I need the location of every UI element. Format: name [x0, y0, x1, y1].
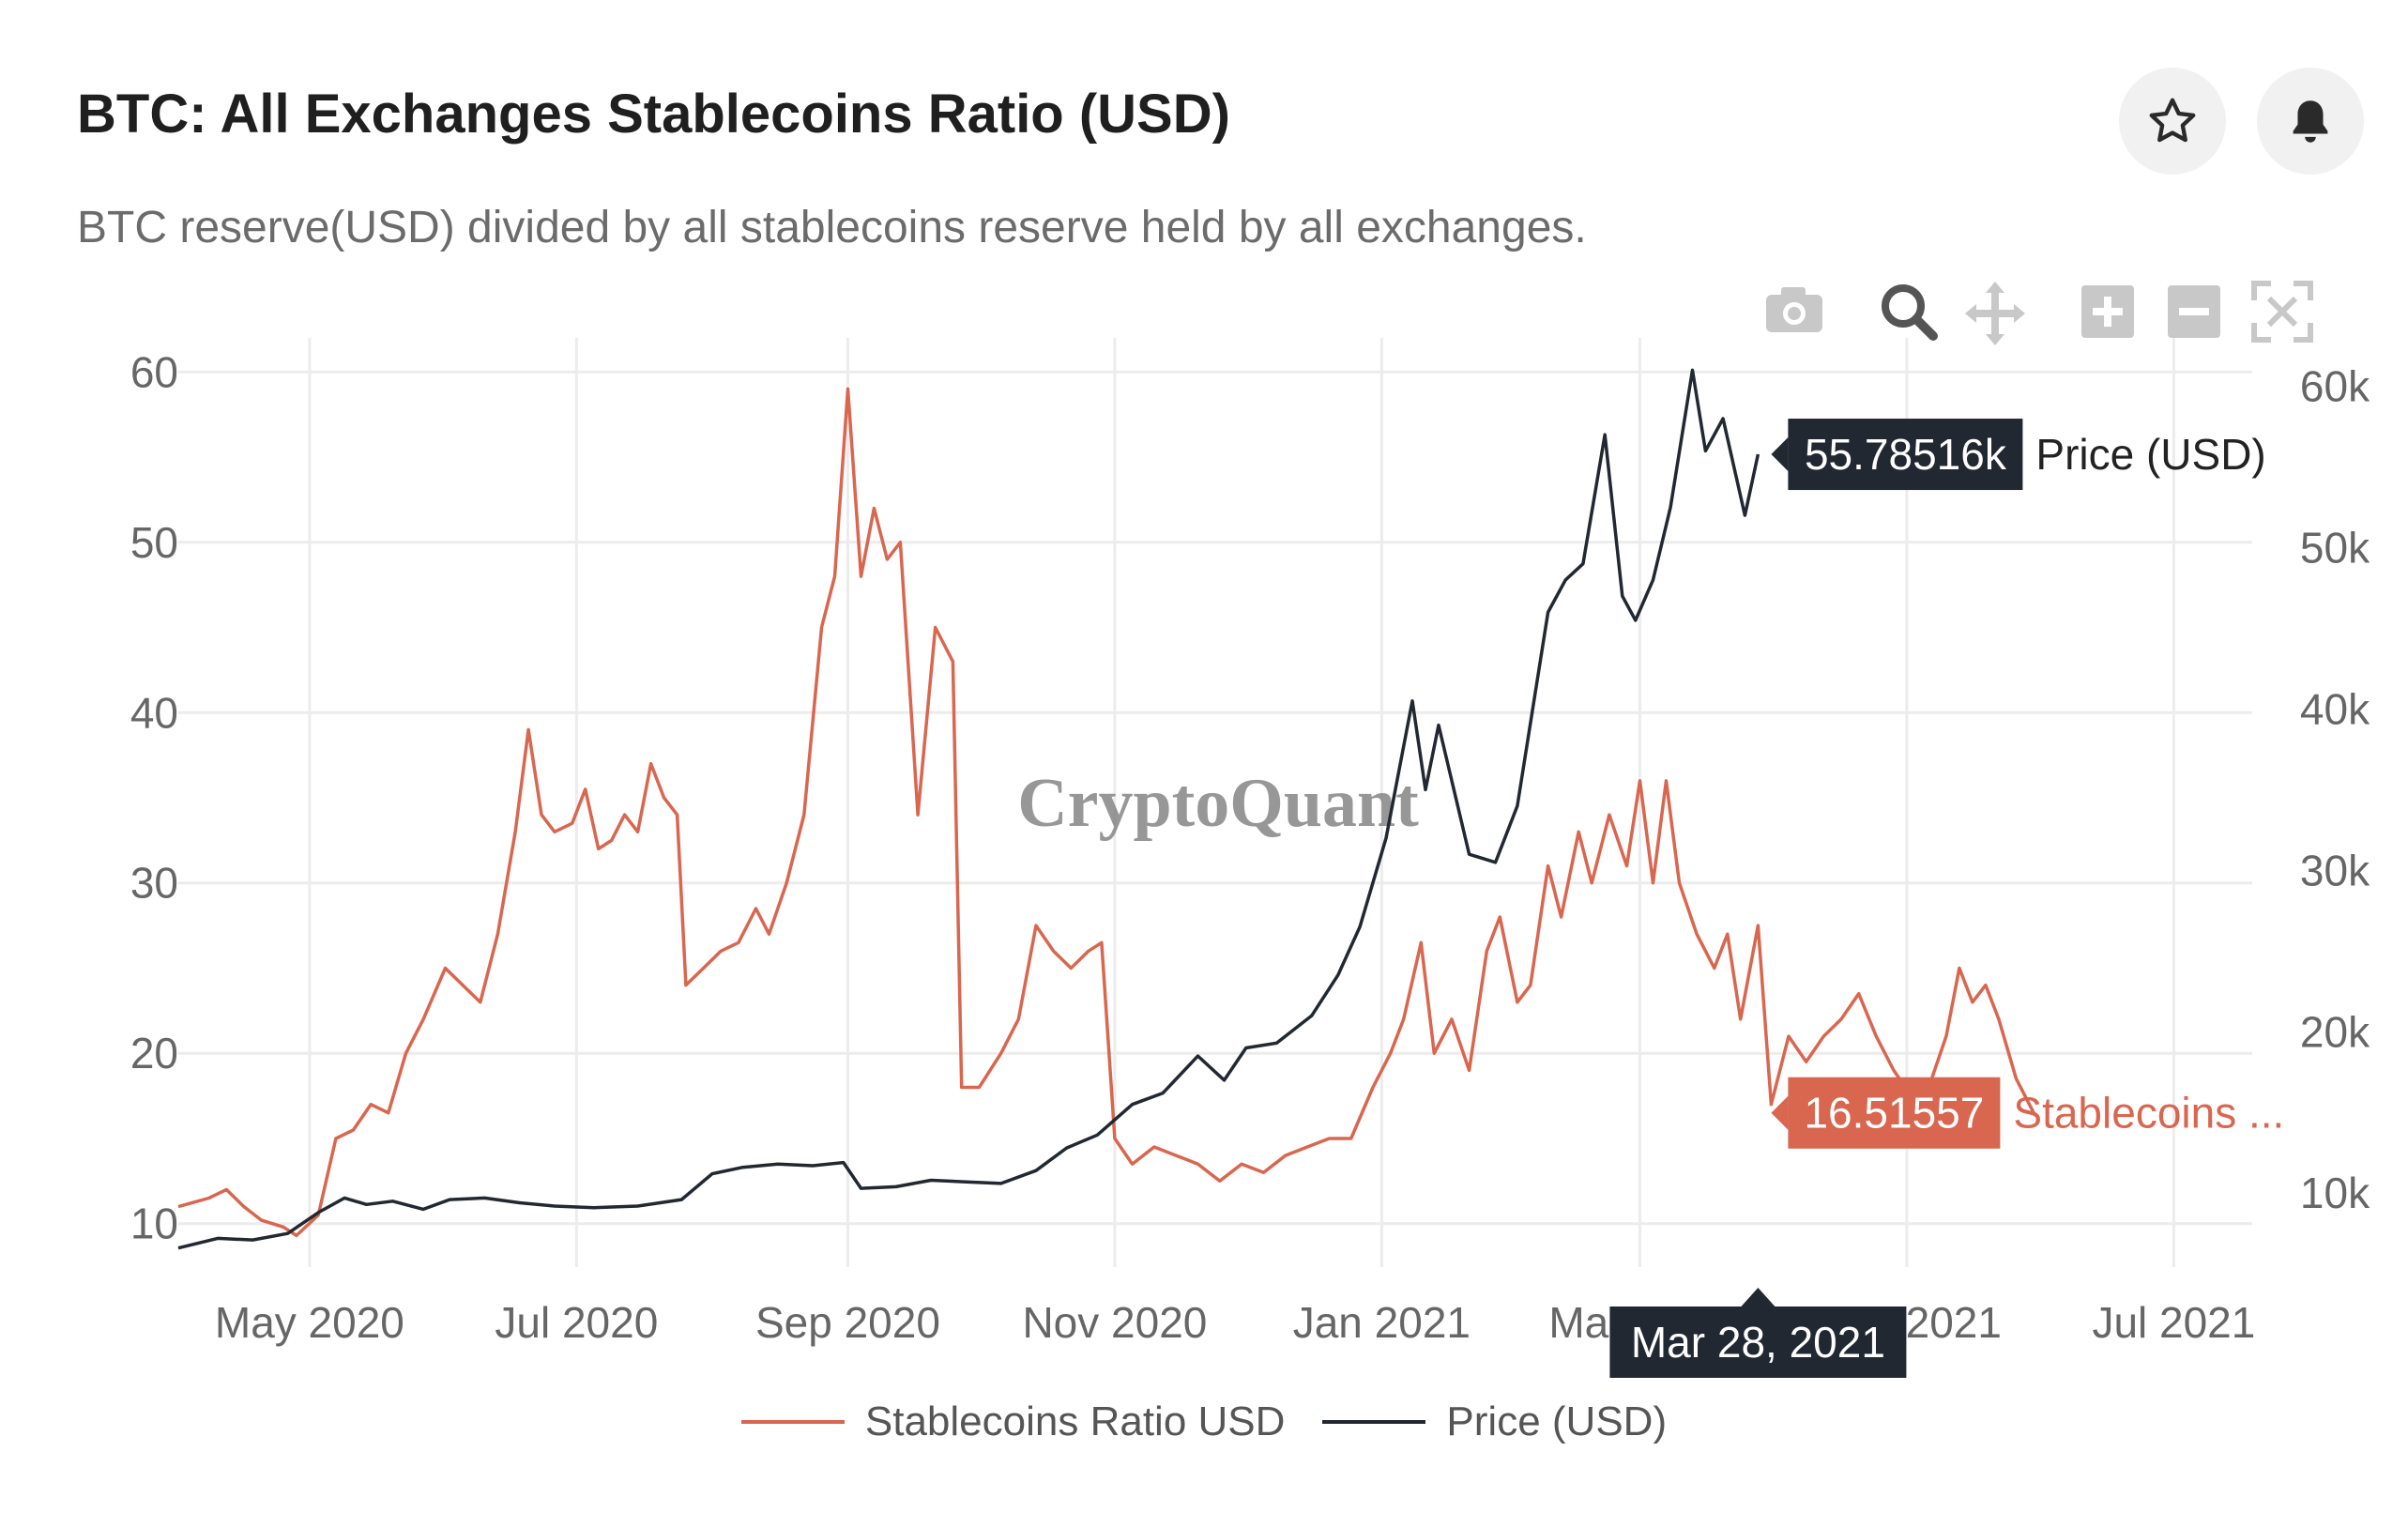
bell-icon	[2293, 100, 2328, 143]
camera-icon[interactable]	[1766, 287, 1822, 332]
watermark: CryptoQuant	[1017, 765, 1419, 842]
legend-label: Stablecoins Ratio USD	[864, 1398, 1286, 1444]
y-right-tick-label: 60k	[2300, 362, 2370, 411]
y-left-tick-label: 40	[130, 688, 178, 737]
hover-value: 55.78516k	[1805, 430, 2007, 479]
hover-date: Mar 28, 2021	[1631, 1318, 1885, 1367]
chart-description: BTC reserve(USD) divided by all stableco…	[77, 203, 1587, 252]
star-icon	[2149, 98, 2196, 143]
chart-toolbar	[1766, 281, 2313, 345]
y-right-tick-label: 20k	[2300, 1007, 2370, 1056]
x-tick-label: Nov 2020	[1022, 1298, 1207, 1347]
legend-swatch-price	[1322, 1420, 1426, 1424]
x-tick-label: Jul 2020	[495, 1298, 658, 1347]
x-tick-label: Sep 2020	[755, 1298, 940, 1347]
y-right-tick-label: 10k	[2300, 1169, 2370, 1217]
y-left-tick-label: 30	[130, 859, 178, 908]
series-line-price	[177, 368, 1760, 1250]
hover-date-tag: Mar 28, 2021	[1609, 1288, 1907, 1378]
legend-label: Price (USD)	[1446, 1398, 1668, 1444]
y-left-tick-label: 10	[130, 1199, 178, 1248]
grid: May 2020 Jul 2020 Sep 2020 Nov 2020 Jan 2021…	[130, 338, 2370, 1347]
hover-series-label: Price (USD)	[2035, 430, 2265, 479]
alert-button[interactable]	[2257, 68, 2364, 175]
hover-series-label: Stablecoins ...	[2013, 1089, 2284, 1138]
legend: Stablecoins Ratio USD Price (USD)	[0, 1398, 2408, 1445]
legend-item-ratio[interactable]: Stablecoins Ratio USD	[740, 1398, 1286, 1445]
hover-ratio-tag: 16.51557 Stablecoins ...	[1771, 1077, 2284, 1149]
pan-icon[interactable]	[1965, 282, 2025, 345]
x-tick-label: Jul 2021	[2092, 1298, 2255, 1347]
x-tick-label: May 2020	[215, 1298, 404, 1347]
y-left-tick-label: 60	[130, 347, 178, 396]
hover-price-tag: 55.78516k Price (USD)	[1771, 419, 2266, 491]
hover-value: 16.51557	[1804, 1089, 1984, 1138]
page-title: BTC: All Exchanges Stablecoins Ratio (US…	[77, 84, 1230, 145]
y-right-tick-label: 40k	[2300, 684, 2370, 733]
favorite-button[interactable]	[2119, 68, 2226, 175]
y-left-tick-label: 50	[130, 518, 178, 567]
zoom-out-icon[interactable]	[2168, 285, 2220, 338]
autoscale-icon[interactable]	[2251, 281, 2313, 343]
zoom-icon[interactable]	[1882, 284, 1938, 341]
series	[177, 368, 2035, 1250]
y-right-tick-label: 50k	[2300, 524, 2370, 573]
y-left-tick-label: 20	[130, 1029, 178, 1077]
legend-item-price[interactable]: Price (USD)	[1322, 1398, 1667, 1445]
legend-swatch-ratio	[740, 1420, 845, 1424]
x-tick-label: Jan 2021	[1293, 1298, 1471, 1347]
series-line-stablecoins-ratio	[177, 387, 2035, 1238]
zoom-in-icon[interactable]	[2081, 285, 2134, 338]
hover-labels: 55.78516k Price (USD) 16.51557 Stablecoins …	[1609, 419, 2284, 1378]
y-right-tick-label: 30k	[2300, 846, 2370, 894]
